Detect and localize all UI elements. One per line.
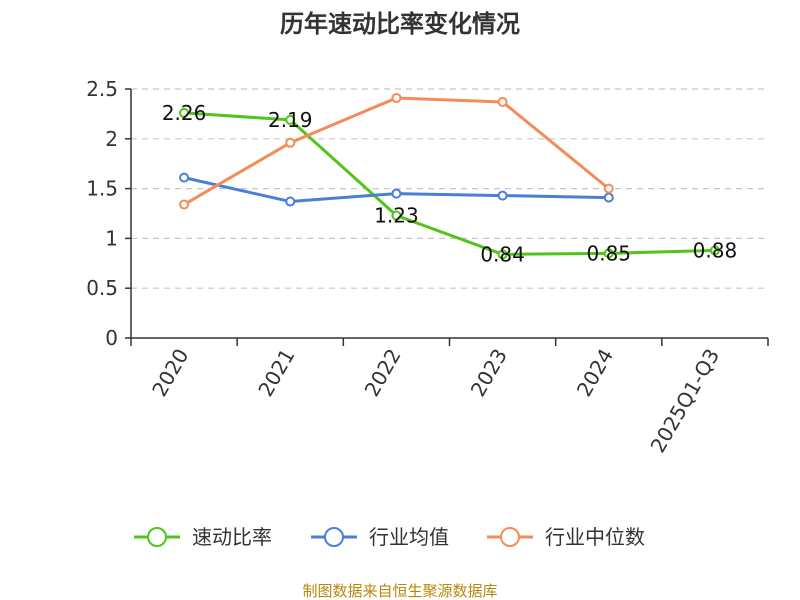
y-tick-label: 0: [105, 326, 118, 350]
data-point: [179, 172, 190, 183]
axes: 0 0.5 1 1.5 2 2.5 2020 2021 2022 2023 2024 2025Q1-Q…: [86, 77, 769, 457]
x-tick-label: 2021: [253, 345, 299, 401]
data-point: [391, 92, 402, 103]
data-label: 0.88: [693, 238, 738, 262]
x-tick-label: 2025Q1-Q3: [646, 345, 725, 457]
data-point: [391, 188, 402, 199]
chart-title: 历年速动比率变化情况: [280, 10, 520, 38]
data-label: 1.23: [374, 203, 419, 227]
data-point: [179, 107, 190, 118]
y-tick-label: 1.5: [86, 177, 118, 201]
data-labels: 2.26 2.19 1.23 0.84 0.85 0.88: [162, 101, 737, 266]
data-point: [285, 137, 296, 148]
data-point: [285, 196, 296, 207]
legend: 速动比率 行业均值 行业中位数: [134, 525, 645, 549]
data-point: [603, 248, 614, 259]
x-tick-label: 2020: [147, 345, 193, 401]
data-point: [391, 210, 402, 221]
legend-marker: [500, 527, 520, 547]
x-tick-label: 2022: [360, 345, 406, 401]
series-line-0: [183, 111, 715, 256]
data-point: [179, 199, 190, 210]
y-tick-label: 2: [105, 127, 118, 151]
data-point: [603, 192, 614, 203]
legend-label: 行业均值: [369, 525, 449, 549]
series-lines: [179, 92, 720, 260]
grid: [131, 88, 768, 289]
legend-marker: [324, 527, 344, 547]
legend-marker: [147, 527, 167, 547]
data-point: [497, 249, 508, 260]
data-point: [497, 190, 508, 201]
y-tick-label: 0.5: [86, 276, 118, 300]
legend-label: 速动比率: [192, 525, 272, 549]
data-label: 2.19: [268, 108, 313, 132]
data-point: [709, 245, 720, 256]
y-tick-label: 1: [105, 226, 118, 250]
source-note: 制图数据来自恒生聚源数据库: [302, 582, 497, 600]
legend-label: 行业中位数: [545, 525, 645, 549]
data-label: 2.26: [162, 101, 207, 125]
data-label: 0.84: [480, 242, 525, 266]
data-label: 0.85: [586, 241, 631, 265]
data-point: [285, 114, 296, 125]
x-tick-label: 2024: [572, 345, 618, 401]
data-point: [603, 183, 614, 194]
x-tick-label: 2023: [466, 345, 512, 401]
y-tick-label: 2.5: [86, 77, 118, 101]
data-point: [497, 96, 508, 107]
